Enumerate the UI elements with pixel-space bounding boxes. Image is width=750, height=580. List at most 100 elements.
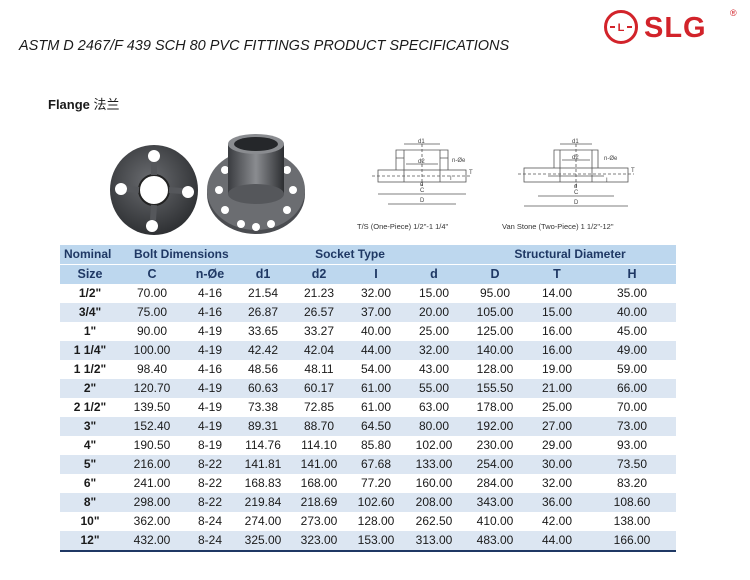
group-header-socket: Socket Type [236,245,464,265]
table-cell: 4-19 [184,322,236,341]
table-cell: 64.50 [348,417,404,436]
table-cell: 42.04 [290,341,348,360]
table-row: 8" 298.00 8-22 219.84 218.69 102.60 208.00 343.… [60,493,676,512]
column-header: I [348,264,404,284]
table-cell: 88.70 [290,417,348,436]
table-cell: 72.85 [290,398,348,417]
size-cell: 3" [60,417,120,436]
column-header: H [588,264,676,284]
table-cell: 26.87 [236,303,290,322]
table-cell: 125.00 [464,322,526,341]
diagram2-label-d1: d1 [572,139,579,145]
table-cell: 153.00 [348,531,404,552]
table-cell: 70.00 [120,284,184,303]
table-cell: 70.00 [588,398,676,417]
table-cell: 138.00 [588,512,676,531]
table-cell: 102.60 [348,493,404,512]
table-cell: 8-22 [184,474,236,493]
diagram2-label-ne: n-Øe [604,156,618,162]
svg-text:L: L [618,22,625,34]
table-cell: 102.00 [404,436,464,455]
table-row: 2 1/2" 139.50 4-19 73.38 72.85 61.00 63.00 178.… [60,398,676,417]
table-cell: 16.00 [526,341,588,360]
table-cell: 29.00 [526,436,588,455]
size-cell: 3/4" [60,303,120,322]
size-cell: 1 1/4" [60,341,120,360]
diagram1-label-dd: D [420,198,425,204]
table-cell: 8-22 [184,493,236,512]
group-header-row: Nominal Bolt Dimensions Socket Type Stru… [60,245,676,265]
table-cell: 35.00 [588,284,676,303]
table-row: 10" 362.00 8-24 274.00 273.00 128.00 262.50 410… [60,512,676,531]
size-cell: 1" [60,322,120,341]
table-cell: 44.00 [348,341,404,360]
table-cell: 32.00 [348,284,404,303]
table-row: 6" 241.00 8-22 168.83 168.00 77.20 160.00 284.0… [60,474,676,493]
table-cell: 362.00 [120,512,184,531]
table-cell: 8-24 [184,512,236,531]
table-cell: 25.00 [404,322,464,341]
table-cell: 128.00 [464,360,526,379]
size-cell: 2" [60,379,120,398]
diagram1-label-d1: d1 [418,139,425,145]
diagram1-label-i: I [450,176,452,182]
diagram2-label-i: I [606,178,608,184]
table-cell: 40.00 [588,303,676,322]
column-header: d2 [290,264,348,284]
table-cell: 48.11 [290,360,348,379]
table-cell: 49.00 [588,341,676,360]
table-row: 5" 216.00 8-22 141.81 141.00 67.68 133.00 254.0… [60,455,676,474]
size-cell: 1/2" [60,284,120,303]
table-cell: 8-19 [184,436,236,455]
section-title-en: Flange [48,97,90,112]
table-cell: 4-19 [184,417,236,436]
table-cell: 40.00 [348,322,404,341]
table-cell: 45.00 [588,322,676,341]
table-cell: 32.00 [404,341,464,360]
registered-mark: ® [730,8,737,18]
group-header-bolt: Bolt Dimensions [120,245,236,265]
document-title: ASTM D 2467/F 439 SCH 80 PVC FITTINGS PR… [19,38,510,54]
diagram2-label-dd: D [574,200,579,206]
table-cell: 21.54 [236,284,290,303]
table-cell: 432.00 [120,531,184,552]
product-photo-vanstone-flange [207,134,305,234]
table-cell: 4-19 [184,379,236,398]
table-cell: 21.23 [290,284,348,303]
table-cell: 37.00 [348,303,404,322]
table-cell: 21.00 [526,379,588,398]
table-cell: 128.00 [348,512,404,531]
table-cell: 8-24 [184,531,236,552]
group-header-nominal: Nominal [60,245,120,265]
table-row: 1 1/4" 100.00 4-19 42.42 42.04 44.00 32.00 140.… [60,341,676,360]
section-title: Flange 法兰 [48,94,120,113]
table-row: 12" 432.00 8-24 325.00 323.00 153.00 313.00 483… [60,531,676,552]
table-cell: 15.00 [404,284,464,303]
column-header: D [464,264,526,284]
table-cell: 93.00 [588,436,676,455]
logo-emblem: L [604,10,638,44]
table-cell: 192.00 [464,417,526,436]
table-cell: 33.27 [290,322,348,341]
table-cell: 4-16 [184,303,236,322]
spec-table: Nominal Bolt Dimensions Socket Type Stru… [60,245,676,552]
table-row: 1 1/2" 98.40 4-16 48.56 48.11 54.00 43.00 128.0… [60,360,676,379]
table-row: 2" 120.70 4-19 60.63 60.17 61.00 55.00 155.50 21… [60,379,676,398]
table-cell: 208.00 [404,493,464,512]
table-row: 1/2" 70.00 4-16 21.54 21.23 32.00 15.00 95.00 14… [60,284,676,303]
diagram2-label-t: T [631,168,635,174]
table-cell: 19.00 [526,360,588,379]
table-cell: 108.60 [588,493,676,512]
table-cell: 73.50 [588,455,676,474]
table-cell: 4-19 [184,398,236,417]
table-cell: 168.83 [236,474,290,493]
table-cell: 73.00 [588,417,676,436]
table-cell: 67.68 [348,455,404,474]
table-cell: 483.00 [464,531,526,552]
table-cell: 218.69 [290,493,348,512]
table-cell: 73.38 [236,398,290,417]
diagram2-label-d: d [574,184,577,190]
diagram1-caption: T/S (One-Piece) 1/2"-1 1/4" [357,222,449,231]
table-cell: 15.00 [526,303,588,322]
table-cell: 61.00 [348,398,404,417]
